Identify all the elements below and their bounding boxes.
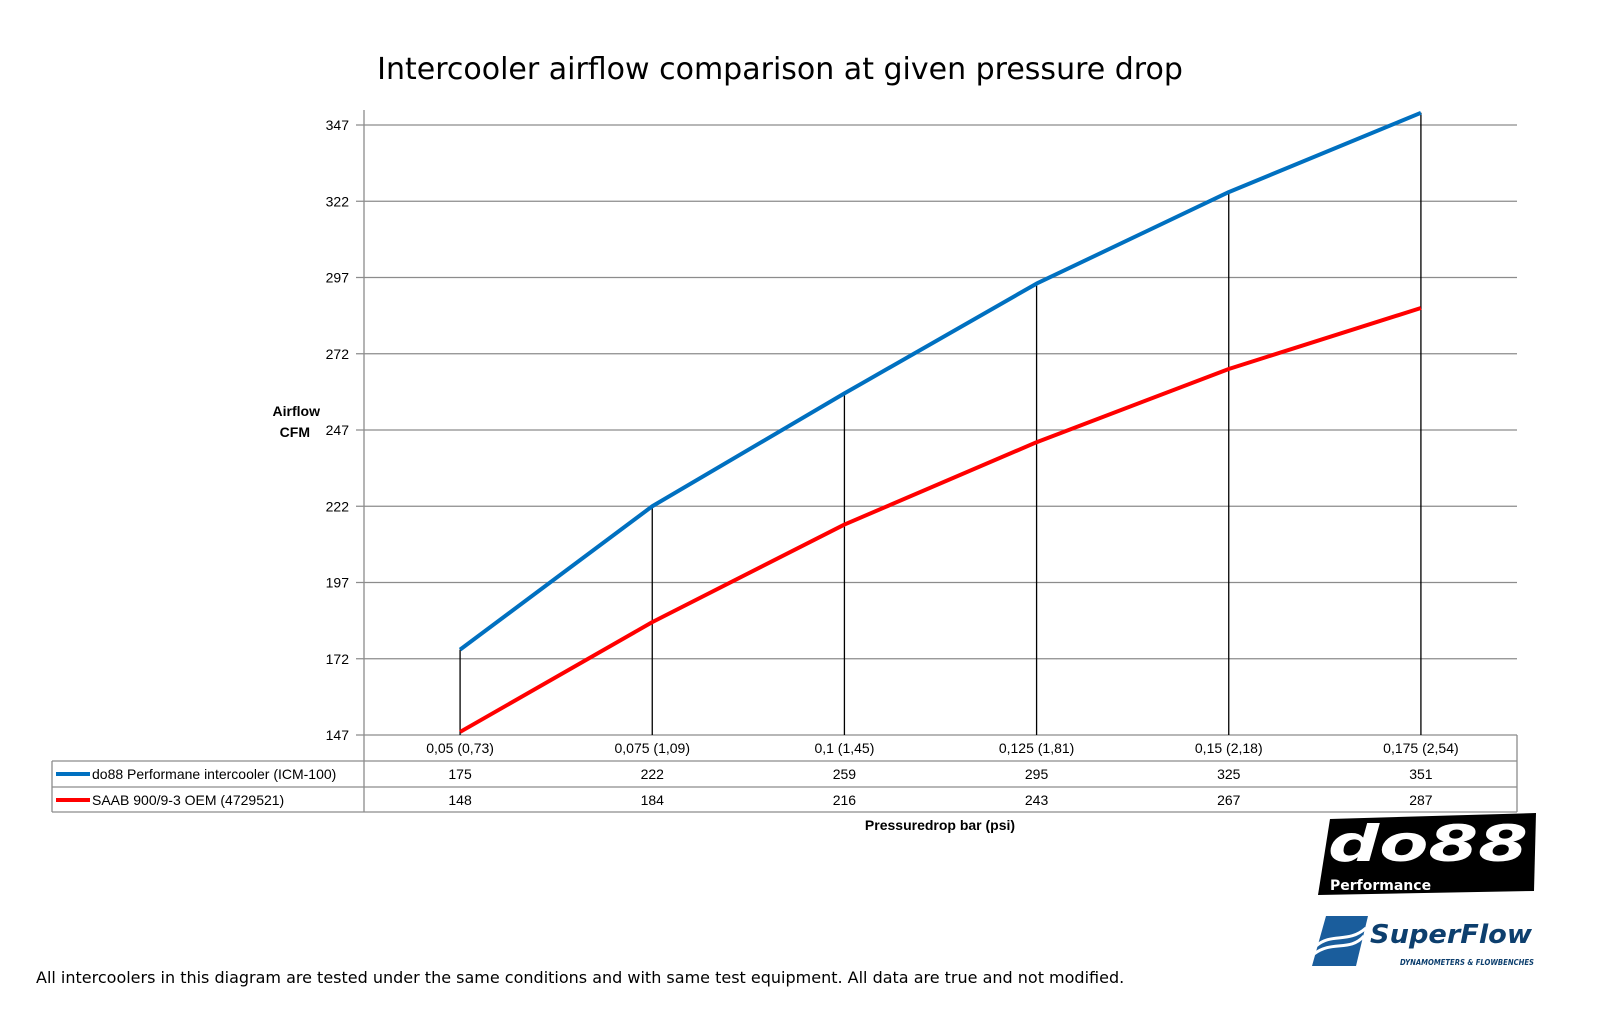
data-label: 243 — [1025, 792, 1049, 808]
y-tick-label: 347 — [326, 117, 350, 133]
data-label: 216 — [833, 792, 857, 808]
y-tick-label: 272 — [326, 346, 350, 362]
y-tick-label: 197 — [326, 575, 350, 591]
svg-text:SuperFlow: SuperFlow — [1370, 920, 1533, 950]
y-tick-label: 247 — [326, 422, 350, 438]
y-axis-label-line2: CFM — [279, 424, 310, 440]
data-label: 287 — [1409, 792, 1433, 808]
y-tick-label: 222 — [326, 498, 350, 514]
series-line-1 — [458, 110, 1422, 652]
data-label: 175 — [448, 766, 472, 782]
footer-note: All intercoolers in this diagram are tes… — [36, 968, 1125, 987]
data-label: 295 — [1025, 766, 1049, 782]
legend-label: SAAB 900/9-3 OEM (4729521) — [92, 792, 284, 808]
series-line-2 — [459, 306, 1422, 734]
svg-text:Performance: Performance — [1330, 878, 1431, 894]
svg-text:DYNAMOMETERS & FLOWBENCHES: DYNAMOMETERS & FLOWBENCHES — [1400, 958, 1534, 967]
x-tick-label: 0,1 (1,45) — [814, 740, 874, 756]
y-tick-label: 322 — [326, 193, 350, 209]
x-axis-label: Pressuredrop bar (psi) — [864, 817, 1016, 833]
data-label: 222 — [641, 766, 665, 782]
data-label: 259 — [833, 766, 857, 782]
x-tick-label: 0,125 (1,81) — [999, 740, 1075, 756]
x-tick-label: 0,175 (2,54) — [1383, 740, 1459, 756]
y-tick-label: 147 — [326, 727, 350, 743]
x-tick-label: 0,15 (2,18) — [1195, 740, 1263, 756]
y-tick-label: 297 — [326, 270, 350, 286]
x-tick-label: 0,075 (1,09) — [615, 740, 691, 756]
data-label: 351 — [1409, 766, 1433, 782]
do88-logo: do88 Performance — [1318, 813, 1536, 895]
y-axis-label: Airflow CFM — [250, 401, 320, 443]
y-axis-label-line1: Airflow — [272, 403, 320, 419]
superflow-logo: SuperFlow DYNAMOMETERS & FLOWBENCHES — [1312, 916, 1534, 967]
data-label: 325 — [1217, 766, 1241, 782]
data-label: 148 — [448, 792, 472, 808]
legend-label: do88 Performane intercooler (ICM-100) — [92, 766, 336, 782]
data-label: 184 — [641, 792, 665, 808]
data-label: 267 — [1217, 792, 1241, 808]
y-tick-label: 172 — [326, 651, 350, 667]
chart-title: Intercooler airflow comparison at given … — [377, 52, 1183, 87]
x-tick-label: 0,05 (0,73) — [426, 740, 494, 756]
svg-text:do88: do88 — [1328, 815, 1528, 873]
